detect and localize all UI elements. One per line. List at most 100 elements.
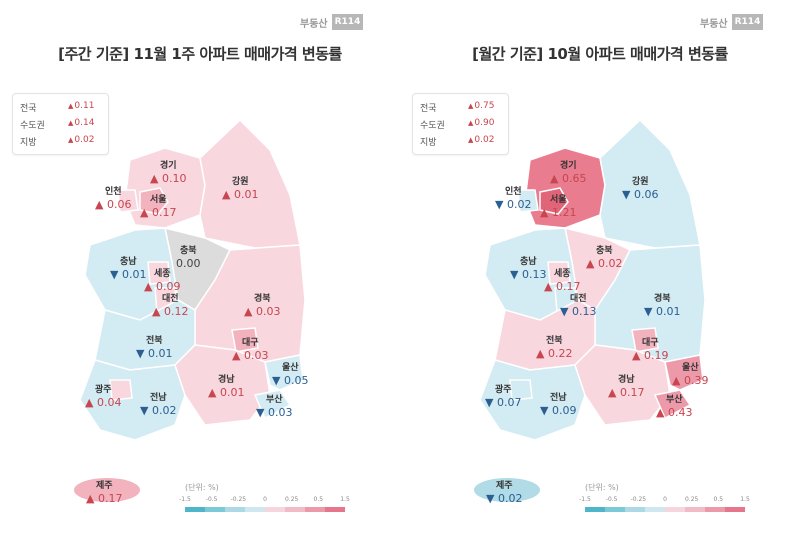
legend-tick: 0.25 <box>684 496 699 503</box>
label-chungnam: 충남 ▼ 0.13 <box>510 254 546 281</box>
legend-tick: 1.5 <box>340 496 350 503</box>
legend-unit: (단위: %) <box>185 483 219 492</box>
legend-swatch <box>185 507 205 512</box>
region-seoul[interactable] <box>539 187 569 215</box>
region-sejong[interactable] <box>547 261 571 285</box>
legend-tick: -0.25 <box>230 496 247 503</box>
legend-tick: 0.5 <box>313 496 324 503</box>
region-value: ▲ 0.12 <box>152 305 189 318</box>
region-name: 충북 <box>179 246 197 256</box>
region-value: ▼ 0.13 <box>510 268 547 281</box>
region-value: ▲ 0.01 <box>222 188 259 201</box>
logo-badge: R114 <box>731 14 764 30</box>
region-name: 세종 <box>153 269 171 279</box>
summary-label: 전국 <box>20 104 37 114</box>
label-jeonbuk: 전북 ▲ 0.22 <box>536 333 572 360</box>
region-gwangju[interactable] <box>509 379 533 401</box>
region-name: 경기 <box>559 161 577 171</box>
summary-value: ▲0.75 <box>468 101 495 111</box>
legend-tick: 0.5 <box>713 496 724 503</box>
region-name: 광주 <box>494 385 512 395</box>
region-name: 제주 <box>495 481 513 491</box>
weekly-title: [주간 기준] 11월 1주 아파트 매매가격 변동률 <box>58 45 342 63</box>
region-daegu[interactable] <box>631 327 659 353</box>
region-value: ▲ 0.17 <box>86 492 123 505</box>
legend-bar <box>585 507 745 512</box>
label-daegu: 대구 ▲ 0.19 <box>632 335 668 362</box>
legend-tick: -0.25 <box>630 496 647 503</box>
legend-tick: 1.5 <box>740 496 750 503</box>
label-gyeongnam: 경남 ▲ 0.01 <box>208 372 244 399</box>
region-name: 서울 <box>149 195 167 205</box>
summary-value: ▲0.02 <box>468 135 495 145</box>
legend-swatch <box>605 507 625 512</box>
region-jeju[interactable] <box>74 478 140 502</box>
summary-row-local: 지방 ▲0.02 <box>420 132 505 148</box>
region-seoul[interactable] <box>139 187 169 215</box>
region-name: 전남 <box>549 393 567 403</box>
region-name: 인천 <box>504 187 522 197</box>
region-incheon[interactable] <box>517 189 539 213</box>
region-sejong[interactable] <box>147 261 171 285</box>
region-name: 세종 <box>553 269 571 279</box>
region-jeonnam[interactable] <box>479 359 586 441</box>
region-value: ▼ 0.01 <box>644 305 681 318</box>
region-name: 전북 <box>545 336 563 346</box>
region-ulsan[interactable] <box>664 354 704 391</box>
region-incheon[interactable] <box>117 189 139 213</box>
region-name: 강원 <box>631 177 649 187</box>
region-ulsan[interactable] <box>264 354 304 391</box>
legend-tick: -0.5 <box>605 496 618 503</box>
region-name: 대구 <box>241 338 259 348</box>
region-value: ▲ 0.01 <box>208 386 245 399</box>
region-name: 충북 <box>595 246 613 256</box>
region-value: ▲ 1.21 <box>540 206 577 219</box>
region-value: ▲ 0.43 <box>656 406 693 419</box>
region-gwangju[interactable] <box>109 379 133 401</box>
summary-row-national: 전국 ▲0.75 <box>420 98 505 114</box>
legend-bar <box>185 507 345 512</box>
region-value: ▲ 0.10 <box>150 172 187 185</box>
region-jeju[interactable] <box>474 478 540 502</box>
label-chungbuk: 충북 ▲ 0.02 <box>586 243 622 270</box>
region-value: 0.00 <box>176 257 201 270</box>
label-seoul: 서울 ▲ 1.21 <box>540 192 576 219</box>
label-gwangju: 광주 ▼ 0.07 <box>485 382 521 409</box>
region-daegu[interactable] <box>231 327 259 353</box>
label-ulsan: 울산 ▼ 0.05 <box>272 360 308 387</box>
label-gyeongnam: 경남 ▲ 0.17 <box>608 372 644 399</box>
label-daejeon: 대전 ▼ 0.13 <box>560 291 596 318</box>
legend-ticks: -1.5 -0.5 -0.25 0 0.25 0.5 1.5 <box>579 496 750 506</box>
monthly-map <box>474 118 706 502</box>
region-busan[interactable] <box>653 389 692 420</box>
region-jeonnam[interactable] <box>79 359 186 441</box>
legend-tick: 0 <box>263 496 267 503</box>
legend-unit: (단위: %) <box>585 483 619 492</box>
region-name: 전남 <box>149 393 167 403</box>
label-sejong: 세종 ▲ 0.09 <box>144 266 180 293</box>
region-name: 충남 <box>119 257 137 267</box>
legend-swatch <box>285 507 305 512</box>
region-value: ▲ 0.17 <box>608 386 645 399</box>
region-name: 충남 <box>519 257 537 267</box>
region-name: 서울 <box>549 195 567 205</box>
region-name: 대구 <box>641 338 659 348</box>
legend: (단위: %) -1.5 -0.5 -0.25 0 0.25 0.5 1.5 <box>179 482 350 522</box>
region-name: 제주 <box>95 481 113 491</box>
region-value: ▲ 0.17 <box>140 206 177 219</box>
region-busan[interactable] <box>253 389 292 420</box>
region-value: ▲ 0.06 <box>95 198 132 211</box>
label-gyeongbuk: 경북 ▲ 0.03 <box>244 291 280 318</box>
summary-value: ▲0.90 <box>468 118 495 128</box>
label-busan: 부산 ▼ 0.03 <box>256 392 292 419</box>
summary-row-national: 전국 ▲0.11 <box>20 98 105 114</box>
legend-swatch <box>685 507 705 512</box>
region-value: ▼ 0.02 <box>486 492 523 505</box>
summary-row-capital: 수도권 ▲0.90 <box>420 115 505 131</box>
region-name: 울산 <box>681 363 699 373</box>
legend-swatch <box>705 507 725 512</box>
legend-swatch <box>325 507 345 512</box>
region-name: 부산 <box>265 395 283 405</box>
region-name: 대전 <box>161 294 179 304</box>
region-name: 경기 <box>159 161 177 171</box>
